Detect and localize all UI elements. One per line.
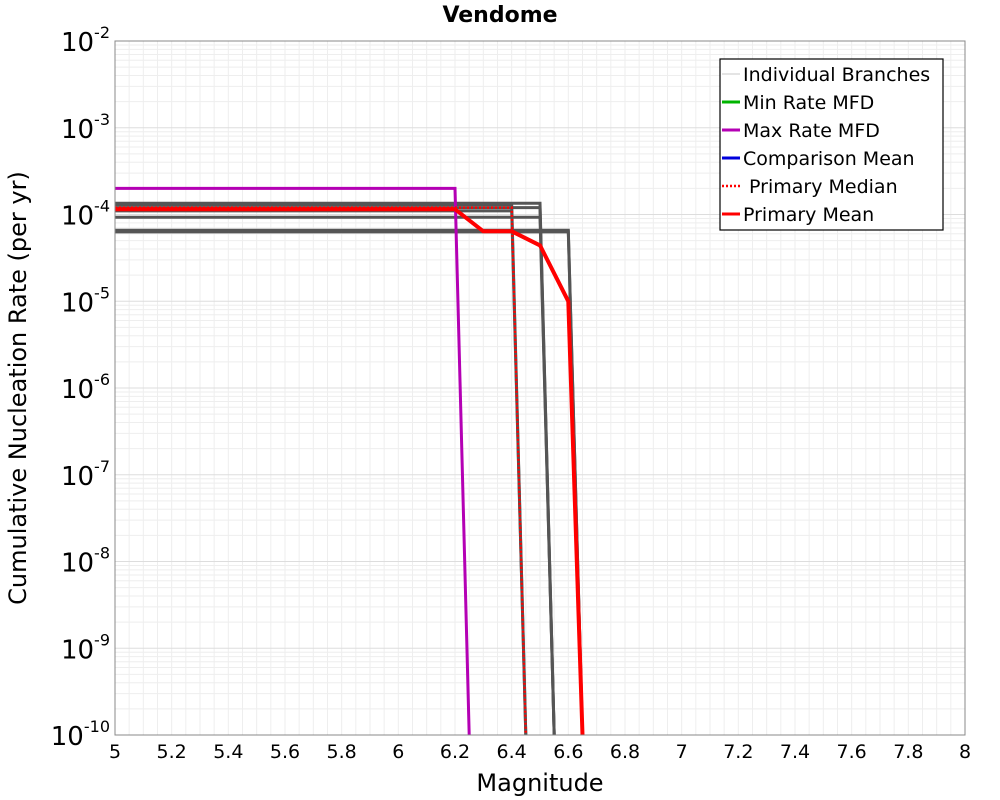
x-tick-label: 5.2 <box>157 741 187 763</box>
legend-label: Comparison Mean <box>743 148 915 170</box>
x-tick-label: 7.6 <box>837 741 867 763</box>
x-tick-label: 6 <box>392 741 404 763</box>
x-axis-label: Magnitude <box>476 769 603 797</box>
legend-label: Min Rate MFD <box>743 92 874 114</box>
legend: Individual Branches Min Rate MFD Max Rate … <box>719 58 944 231</box>
x-tick-label: 6.8 <box>610 741 640 763</box>
legend-box <box>719 58 944 231</box>
y-tick-label: 10-10 <box>51 717 110 752</box>
y-axis-label: Cumulative Nucleation Rate (per yr) <box>4 171 32 605</box>
x-tick-label: 5.4 <box>213 741 243 763</box>
x-tick-label: 7.2 <box>723 741 753 763</box>
y-tick-label: 10-8 <box>61 544 110 579</box>
series-max-rate-mfd <box>115 186 471 736</box>
chart-title: Vendome <box>442 3 557 28</box>
series-primary-mean <box>115 207 585 736</box>
legend-label: Primary Median <box>743 176 898 198</box>
series-branch-4 <box>115 215 556 736</box>
x-tick-label: 5.8 <box>327 741 357 763</box>
y-tick-label: 10-6 <box>61 370 110 405</box>
x-tick-label: 5.6 <box>270 741 300 763</box>
x-tick-label: 7.8 <box>893 741 923 763</box>
plot-frame <box>114 40 966 736</box>
x-tick-label: 6.6 <box>553 741 583 763</box>
x-tick-label: 5 <box>109 741 121 763</box>
x-tick-labels: 5 5.2 5.4 5.6 5.8 6 6.2 6.4 6.6 6.8 7 7.2 7.4 7.6 7.8 8 <box>109 741 971 763</box>
legend-label: Primary Mean <box>743 204 874 226</box>
y-tick-label: 10-4 <box>61 197 110 232</box>
y-tick-label: 10-3 <box>61 110 110 145</box>
x-tick-label: 7 <box>676 741 688 763</box>
y-tick-label: 10-2 <box>61 23 110 58</box>
y-tick-label: 10-7 <box>61 457 110 492</box>
y-tick-labels: 10-2 10-3 10-4 10-5 10-6 10-7 10-8 10-9 10-10 <box>51 23 110 752</box>
x-tick-label: 7.4 <box>780 741 810 763</box>
legend-label: Max Rate MFD <box>743 120 880 142</box>
series-layer <box>115 186 585 736</box>
y-tick-label: 10-5 <box>61 283 110 318</box>
legend-label: Individual Branches <box>743 64 930 86</box>
y-tick-label: 10-9 <box>61 630 110 665</box>
x-tick-label: 6.4 <box>497 741 527 763</box>
x-tick-label: 6.2 <box>440 741 470 763</box>
x-tick-label: 8 <box>959 741 971 763</box>
